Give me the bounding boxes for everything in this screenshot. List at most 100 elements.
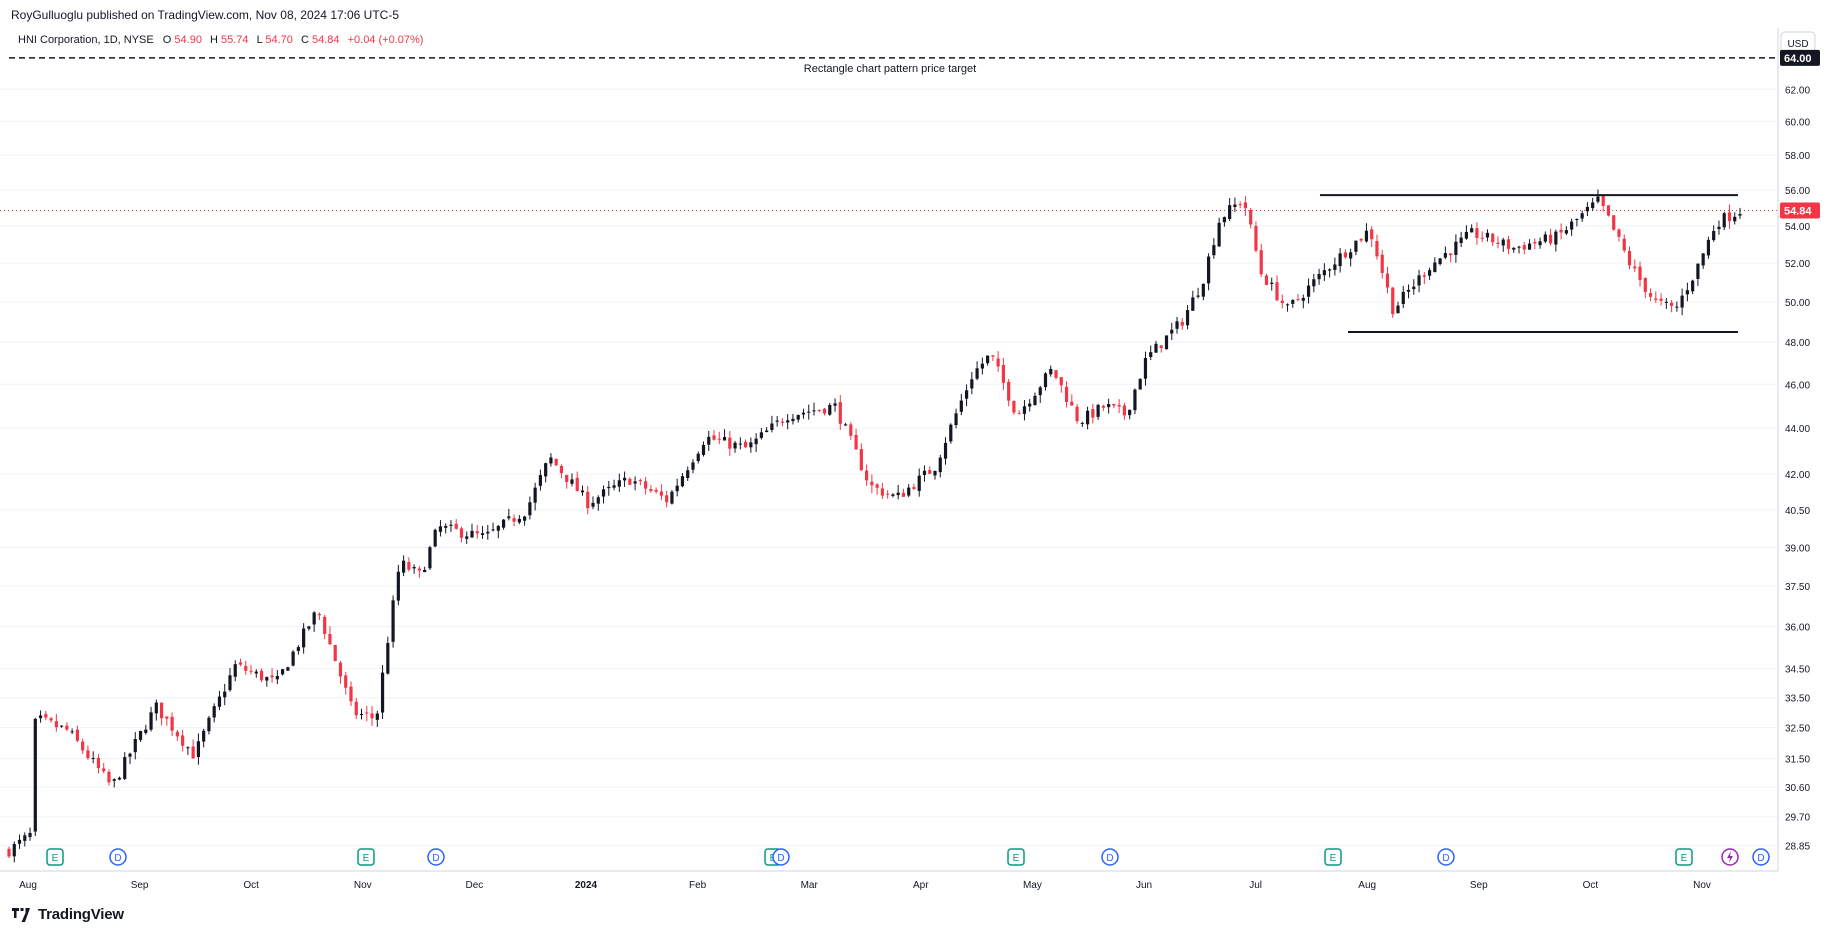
legend-c-value: 54.84	[312, 34, 340, 46]
candle-body	[1017, 413, 1021, 415]
candle-body	[1596, 196, 1600, 202]
candle-body	[970, 379, 974, 389]
candle-body	[1028, 403, 1032, 407]
candle-body	[1122, 405, 1127, 416]
candle-body	[1464, 231, 1469, 239]
candle-body	[1412, 286, 1416, 290]
candle-body	[38, 715, 43, 719]
candle-body	[181, 735, 185, 746]
candle-body	[1380, 254, 1384, 273]
legend-l-value: 54.70	[265, 34, 293, 46]
candle-body	[580, 490, 585, 493]
candle-body	[1312, 279, 1316, 287]
chart-area[interactable]: HNI Corporation, 1D, NYSE O 54.90 H 55.7…	[0, 28, 1835, 898]
candle-body	[449, 524, 453, 526]
candle-body	[1359, 238, 1363, 241]
candle-body	[1159, 345, 1163, 349]
candle-body	[1575, 218, 1579, 220]
time-axis[interactable]: Aug Sep Oct Nov Dec 2024 Feb Mar Apr May Jun Jul Aug…	[19, 880, 1711, 891]
candle-body	[259, 670, 264, 681]
candle-body	[1417, 275, 1421, 286]
candle-body	[1259, 250, 1263, 275]
candle-body	[407, 561, 411, 570]
candle-body	[986, 355, 990, 364]
dividend-marker[interactable]	[427, 848, 445, 866]
publish-header: RoyGulluoglu published on TradingView.co…	[0, 0, 1835, 28]
candle-body	[380, 672, 385, 713]
candle-body	[33, 718, 37, 832]
time-tick-label: Oct	[243, 880, 259, 891]
candle-body	[1275, 282, 1279, 301]
candle-body	[849, 424, 853, 436]
candle-body	[1454, 241, 1458, 255]
candle-body	[86, 750, 90, 759]
candle-body	[433, 529, 437, 547]
candle-body	[1107, 404, 1111, 408]
candle-body	[1627, 251, 1632, 266]
candle-body	[807, 411, 811, 413]
candle-body	[1080, 422, 1084, 424]
candle-body	[1354, 240, 1358, 252]
candle-body	[686, 470, 690, 478]
candle-body	[428, 547, 432, 569]
dividend-marker[interactable]	[1437, 848, 1455, 866]
candle-body	[828, 404, 832, 415]
candle-body	[1254, 225, 1258, 251]
candle-body	[170, 716, 174, 731]
candle-body	[964, 390, 969, 399]
candle-body	[1712, 230, 1716, 241]
candle-body	[423, 569, 427, 573]
candle-body	[144, 729, 148, 733]
tradingview-logo[interactable]: TradingView	[10, 906, 124, 923]
dividend-marker[interactable]	[109, 848, 127, 866]
candle-body	[896, 492, 900, 496]
price-chart[interactable]: HNI Corporation, 1D, NYSE O 54.90 H 55.7…	[0, 28, 1835, 898]
dividend-marker[interactable]	[1752, 848, 1770, 866]
price-axis[interactable]: 28.85 29.70 30.60 31.50 32.50 33.50 34.50 36.00…	[1780, 49, 1820, 853]
earnings-marker[interactable]	[46, 848, 64, 866]
candle-body	[612, 485, 616, 488]
candle-body	[628, 478, 632, 485]
candle-body	[1201, 283, 1205, 297]
earnings-marker[interactable]	[357, 848, 375, 866]
candle-body	[775, 420, 779, 422]
time-tick-label: Mar	[801, 880, 819, 891]
candle-body	[438, 526, 443, 532]
candle-body	[1585, 206, 1590, 212]
candle-body	[1180, 321, 1184, 326]
earnings-marker-label: E	[1013, 853, 1020, 864]
dividend-marker-label: D	[1442, 853, 1449, 864]
candle-body	[459, 528, 464, 538]
legend-h-value: 55.74	[221, 34, 249, 46]
candle-body	[1648, 293, 1653, 297]
candle-body	[1480, 237, 1484, 239]
earnings-marker[interactable]	[1007, 848, 1025, 866]
candle-body	[1249, 209, 1253, 225]
price-tick-label: 58.00	[1785, 151, 1810, 162]
candle-body	[1007, 381, 1011, 401]
candle-body	[1370, 229, 1374, 240]
published-line: RoyGulluoglu published on TradingView.co…	[11, 8, 400, 22]
candle-body	[907, 487, 911, 496]
candle-body	[549, 457, 553, 464]
dividend-marker[interactable]	[772, 848, 790, 866]
candle-body	[1564, 230, 1568, 234]
earnings-marker[interactable]	[1324, 848, 1342, 866]
candle-body	[1175, 321, 1179, 329]
candle-body	[75, 729, 79, 741]
dividend-marker[interactable]	[1101, 848, 1119, 866]
candle-body	[1659, 298, 1663, 301]
candle-body	[1054, 370, 1058, 378]
candle-body	[575, 477, 579, 492]
candle-body	[1322, 270, 1326, 276]
legend-symbol: HNI Corporation, 1D, NYSE	[18, 34, 154, 46]
price-tick-label: 32.50	[1785, 724, 1810, 735]
event-markers[interactable]: EDEDEDEDEDED	[46, 848, 1770, 866]
candle-body	[375, 713, 379, 720]
candle-body	[591, 502, 595, 507]
candle-body	[238, 662, 243, 665]
earnings-marker[interactable]	[1675, 848, 1693, 866]
candle-body	[512, 518, 516, 522]
candle-body	[291, 651, 295, 666]
candle-body	[754, 438, 758, 445]
